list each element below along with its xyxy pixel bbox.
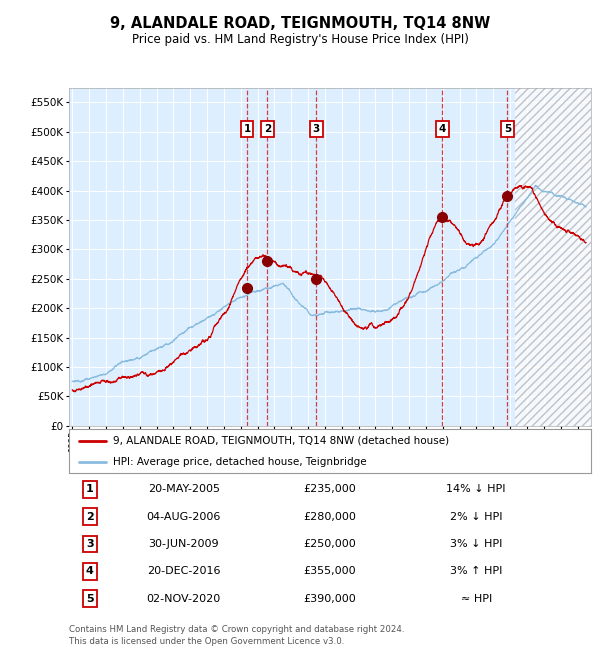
Text: 3% ↑ HPI: 3% ↑ HPI xyxy=(450,566,502,577)
Text: 14% ↓ HPI: 14% ↓ HPI xyxy=(446,484,506,495)
Text: HPI: Average price, detached house, Teignbridge: HPI: Average price, detached house, Teig… xyxy=(113,457,367,467)
Text: ≈ HPI: ≈ HPI xyxy=(461,593,492,604)
Text: 9, ALANDALE ROAD, TEIGNMOUTH, TQ14 8NW (detached house): 9, ALANDALE ROAD, TEIGNMOUTH, TQ14 8NW (… xyxy=(113,436,449,446)
Text: 3: 3 xyxy=(313,124,320,134)
Text: £355,000: £355,000 xyxy=(304,566,356,577)
Text: £390,000: £390,000 xyxy=(304,593,356,604)
Text: 20-DEC-2016: 20-DEC-2016 xyxy=(147,566,221,577)
Text: 3% ↓ HPI: 3% ↓ HPI xyxy=(450,539,502,549)
Text: 04-AUG-2006: 04-AUG-2006 xyxy=(146,512,221,522)
Text: 2: 2 xyxy=(264,124,271,134)
Text: £280,000: £280,000 xyxy=(304,512,356,522)
Text: Contains HM Land Registry data © Crown copyright and database right 2024.: Contains HM Land Registry data © Crown c… xyxy=(69,625,404,634)
Text: 1: 1 xyxy=(244,124,251,134)
Text: Price paid vs. HM Land Registry's House Price Index (HPI): Price paid vs. HM Land Registry's House … xyxy=(131,32,469,46)
Text: 1: 1 xyxy=(86,484,94,495)
Text: 2: 2 xyxy=(86,512,94,522)
Bar xyxy=(69,88,515,426)
Text: £250,000: £250,000 xyxy=(304,539,356,549)
Text: 20-MAY-2005: 20-MAY-2005 xyxy=(148,484,220,495)
Text: £235,000: £235,000 xyxy=(304,484,356,495)
Text: 3: 3 xyxy=(86,539,94,549)
Text: 9, ALANDALE ROAD, TEIGNMOUTH, TQ14 8NW: 9, ALANDALE ROAD, TEIGNMOUTH, TQ14 8NW xyxy=(110,16,490,31)
Text: 30-JUN-2009: 30-JUN-2009 xyxy=(149,539,219,549)
Text: This data is licensed under the Open Government Licence v3.0.: This data is licensed under the Open Gov… xyxy=(69,637,344,646)
Bar xyxy=(515,88,591,426)
Text: 5: 5 xyxy=(504,124,511,134)
Text: 4: 4 xyxy=(86,566,94,577)
Text: 4: 4 xyxy=(439,124,446,134)
Text: 02-NOV-2020: 02-NOV-2020 xyxy=(147,593,221,604)
Text: 2% ↓ HPI: 2% ↓ HPI xyxy=(450,512,502,522)
Text: 5: 5 xyxy=(86,593,94,604)
